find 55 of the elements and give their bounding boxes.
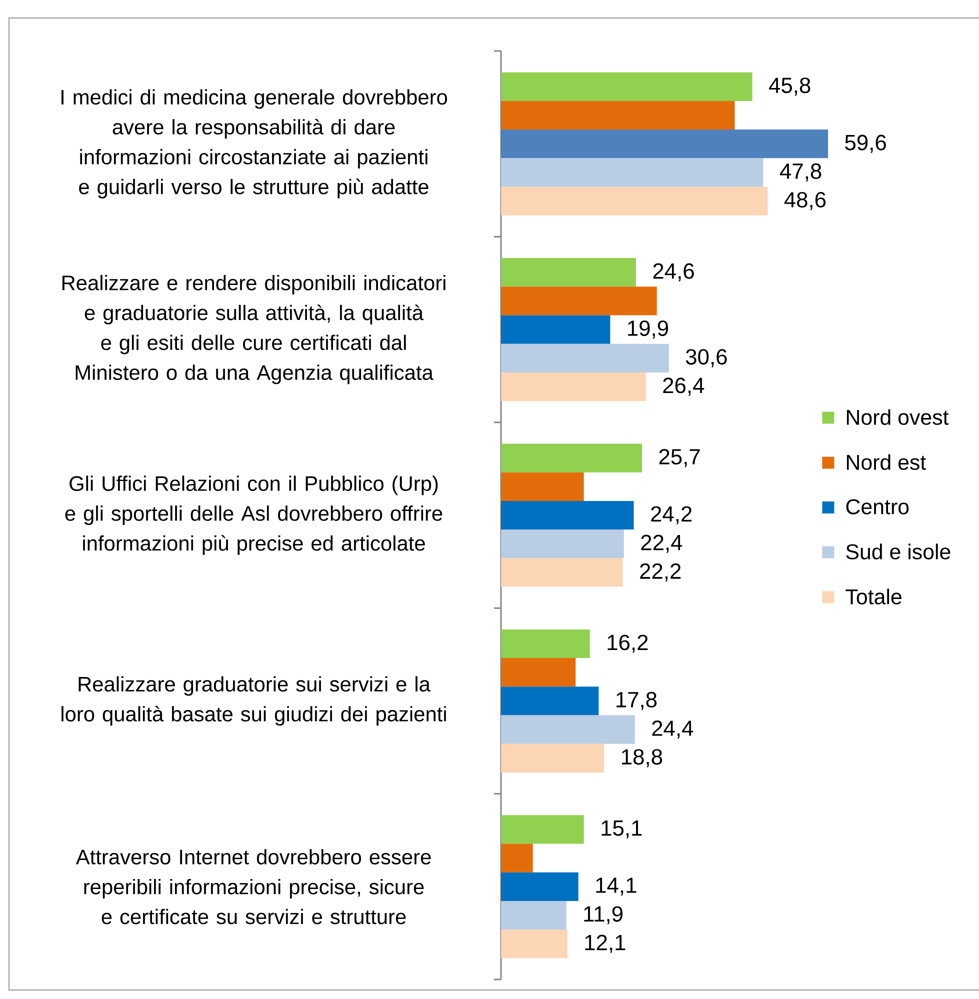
y-tick-label: Gli Uffici Relazioni con il Pubblico (Urp) e gli sportelli delle Asl dovrebbero offrire informazioni più precise ed articolate [65,476,442,555]
legend-label: Sud e isole [846,544,950,560]
data-label: 11,9 [584,906,622,924]
data-label: 24,6 [653,263,694,282]
data-label: 24,2 [651,506,692,524]
data-label: 22,2 [640,563,681,582]
bar [501,286,657,316]
data-label: 25,7 [659,448,700,468]
bar [501,344,669,372]
bar [501,258,636,287]
data-label: 24,4 [652,720,694,739]
bar [501,530,624,558]
bar [501,315,610,344]
data-label: 47,8 [780,163,822,182]
bar [501,900,566,930]
y-tick-label: Attraverso Internet dovrebbero essere reperibili informazioni precise, sicure e certificate su servizi e strutture [76,849,431,924]
bar [501,844,533,872]
data-label: 19,9 [628,320,668,339]
y-tick-label: Realizzare graduatorie sui servizi e la loro qualità basate sui giudizi dei pazienti [62,676,446,726]
legend-label: Nord ovest [846,409,949,425]
bar [501,372,646,402]
bar [501,72,752,101]
data-label: 17,8 [616,692,657,710]
bar [501,500,634,530]
data-label: 30,6 [686,349,727,368]
y-tick-label: I medici di medicina generale dovrebbero avere la responsabilità di dare informazioni circostanziate ai pazienti e guidarli verso le strutture più adatte [62,89,448,198]
data-label: 18,8 [622,749,662,768]
legend-label: Nord est [846,454,926,470]
bar [501,158,764,187]
bar [501,815,584,844]
y-tick-label: Realizzare e rendere disponibili indicatori e graduatorie sulla attività, la qualità e gli esiti delle cure certificati dal Ministero o da una Agenzia qualificata [62,274,446,384]
bar [501,558,623,587]
bar [501,186,768,216]
data-label: 16,2 [608,634,648,653]
bar [501,444,642,472]
bar [501,715,635,744]
bar [501,629,590,658]
bar [501,930,568,958]
bar [501,744,604,772]
data-label: 26,4 [663,378,704,396]
data-label: 14,1 [596,878,636,896]
data-label: 15,1 [602,820,642,838]
bar [501,872,578,901]
bar [501,100,735,130]
bar [501,130,828,158]
bar [501,472,584,501]
data-label: 59,6 [845,134,886,153]
data-label: 12,1 [585,934,626,953]
data-label: 45,8 [769,78,810,96]
bar [501,658,576,687]
data-label: 22,4 [641,534,682,553]
data-label: 48,6 [784,192,826,210]
legend-label: Totale [846,588,902,604]
legend-label: Centro [846,499,909,514]
bar [501,686,599,716]
